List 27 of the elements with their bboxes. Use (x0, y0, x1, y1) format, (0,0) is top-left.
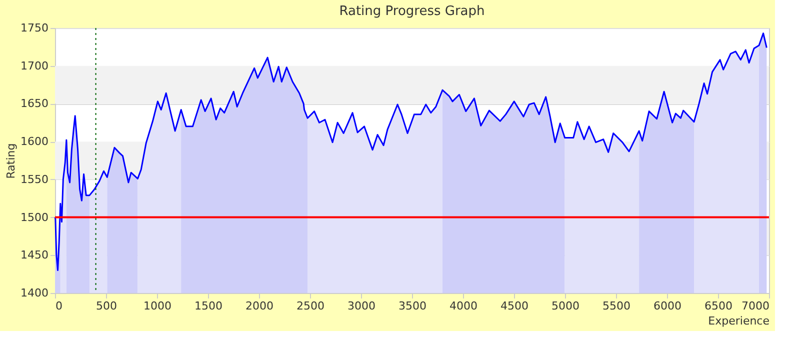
y-tick-label: 1700 (20, 59, 48, 72)
x-tick-label: 2000 (246, 300, 274, 312)
x-tick-label: 500 (96, 300, 117, 312)
y-tick-label: 1500 (20, 210, 48, 224)
y-tick-label: 1450 (20, 248, 48, 262)
x-tick-label: 5000 (552, 300, 580, 312)
y-tick-label: 1650 (20, 97, 48, 110)
x-tick-label: 6500 (704, 300, 732, 312)
y-axis-title: Rating (4, 143, 18, 179)
x-tick-label: 5500 (602, 300, 630, 312)
line-series (54, 32, 768, 272)
y-tick-label: 1550 (20, 172, 48, 186)
x-tick-label: 4000 (450, 300, 478, 312)
x-tick-label: 2500 (296, 300, 324, 312)
x-tick-label: 1500 (194, 300, 222, 312)
x-tick-label: 4500 (500, 300, 528, 312)
x-tick-label: 3000 (348, 300, 376, 312)
y-tick-label: 1600 (20, 135, 48, 148)
x-tick-label: 0 (56, 300, 62, 312)
x-tick-label: 3500 (398, 300, 426, 312)
x-tick-label: 6000 (654, 300, 682, 312)
y-tick-label: 1750 (20, 22, 48, 34)
x-tick-label: 7000 (742, 300, 770, 312)
y-tick-label: 1400 (20, 286, 48, 300)
x-axis-title: Experience (708, 314, 770, 328)
chart-title: Rating Progress Graph (339, 4, 485, 19)
x-tick-label: 1000 (144, 300, 172, 312)
